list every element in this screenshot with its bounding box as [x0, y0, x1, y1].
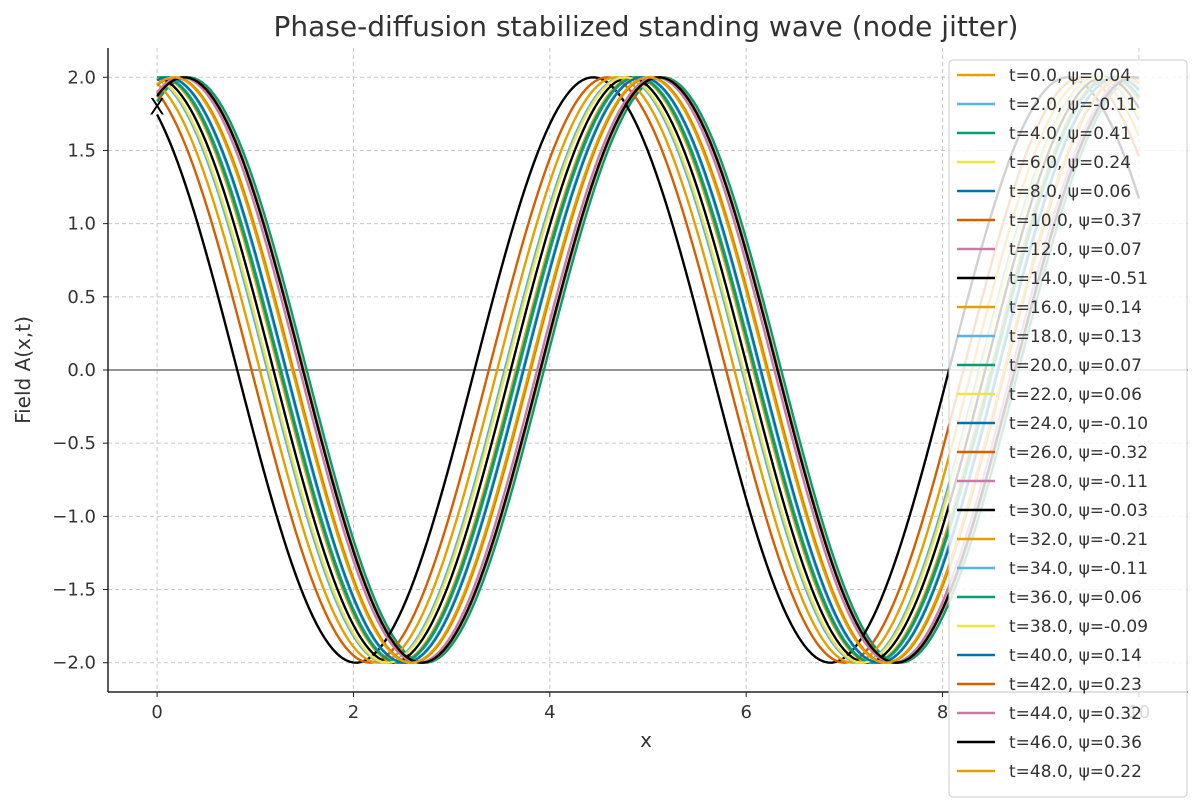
y-tick-label-2: −1.0 — [52, 506, 96, 527]
y-tick-label-4: 0.0 — [67, 360, 96, 381]
legend-entry-18: t=36.0, ψ=0.06 — [1009, 588, 1142, 608]
x-tick-label-0: 0 — [151, 702, 162, 723]
legend-box — [948, 59, 1188, 798]
x-tick-label-1: 2 — [348, 702, 359, 723]
legend-entry-6: t=12.0, ψ=0.07 — [1009, 240, 1142, 260]
marker-layer: X — [150, 96, 165, 121]
legend-entry-23: t=46.0, ψ=0.36 — [1009, 733, 1142, 753]
legend-entry-2: t=4.0, ψ=0.41 — [1009, 124, 1131, 144]
legend-entry-22: t=44.0, ψ=0.32 — [1009, 704, 1142, 724]
legend-entry-15: t=30.0, ψ=-0.03 — [1009, 501, 1148, 521]
legend-entry-0: t=0.0, ψ=0.04 — [1009, 66, 1131, 86]
y-tick-label-1: −1.5 — [52, 580, 96, 601]
y-tick-label-8: 2.0 — [67, 67, 96, 88]
legend-entry-12: t=24.0, ψ=-0.10 — [1009, 414, 1148, 434]
y-tick-label-5: 0.5 — [67, 287, 96, 308]
chart-title: Phase-diffusion stabilized standing wave… — [274, 10, 1019, 43]
legend: t=0.0, ψ=0.04 t=2.0, ψ=-0.11 t=4.0, ψ=0.41… — [948, 59, 1188, 798]
legend-entry-1: t=2.0, ψ=-0.11 — [1009, 95, 1137, 115]
legend-entry-11: t=22.0, ψ=0.06 — [1009, 385, 1142, 405]
legend-entry-14: t=28.0, ψ=-0.11 — [1009, 472, 1148, 492]
legend-entry-24: t=48.0, ψ=0.22 — [1009, 762, 1142, 782]
legend-entry-20: t=40.0, ψ=0.14 — [1009, 646, 1142, 666]
start-marker: X — [150, 96, 165, 121]
y-tick-label-7: 1.5 — [67, 140, 96, 161]
x-tick-label-3: 6 — [740, 702, 751, 723]
y-axis-label: Field A(x,t) — [11, 316, 35, 424]
legend-entry-19: t=38.0, ψ=-0.09 — [1009, 617, 1148, 637]
legend-entry-5: t=10.0, ψ=0.37 — [1009, 211, 1142, 231]
legend-entry-4: t=8.0, ψ=0.06 — [1009, 182, 1131, 202]
legend-entry-10: t=20.0, ψ=0.07 — [1009, 356, 1142, 376]
legend-entry-9: t=18.0, ψ=0.13 — [1009, 327, 1142, 347]
legend-entry-7: t=14.0, ψ=-0.51 — [1009, 269, 1148, 289]
legend-entry-13: t=26.0, ψ=-0.32 — [1009, 443, 1148, 463]
y-tick-label-0: −2.0 — [52, 653, 96, 674]
legend-entry-3: t=6.0, ψ=0.24 — [1009, 153, 1131, 173]
y-tick-label-3: −0.5 — [52, 433, 96, 454]
legend-entry-17: t=34.0, ψ=-0.11 — [1009, 559, 1148, 579]
x-tick-label-2: 4 — [544, 702, 555, 723]
x-axis-label: x — [640, 728, 652, 752]
y-tick-label-6: 1.0 — [67, 214, 96, 235]
legend-entry-16: t=32.0, ψ=-0.21 — [1009, 530, 1148, 550]
x-tick-label-4: 8 — [937, 702, 948, 723]
legend-entry-8: t=16.0, ψ=0.14 — [1009, 298, 1142, 318]
legend-entry-21: t=42.0, ψ=0.23 — [1009, 675, 1142, 695]
